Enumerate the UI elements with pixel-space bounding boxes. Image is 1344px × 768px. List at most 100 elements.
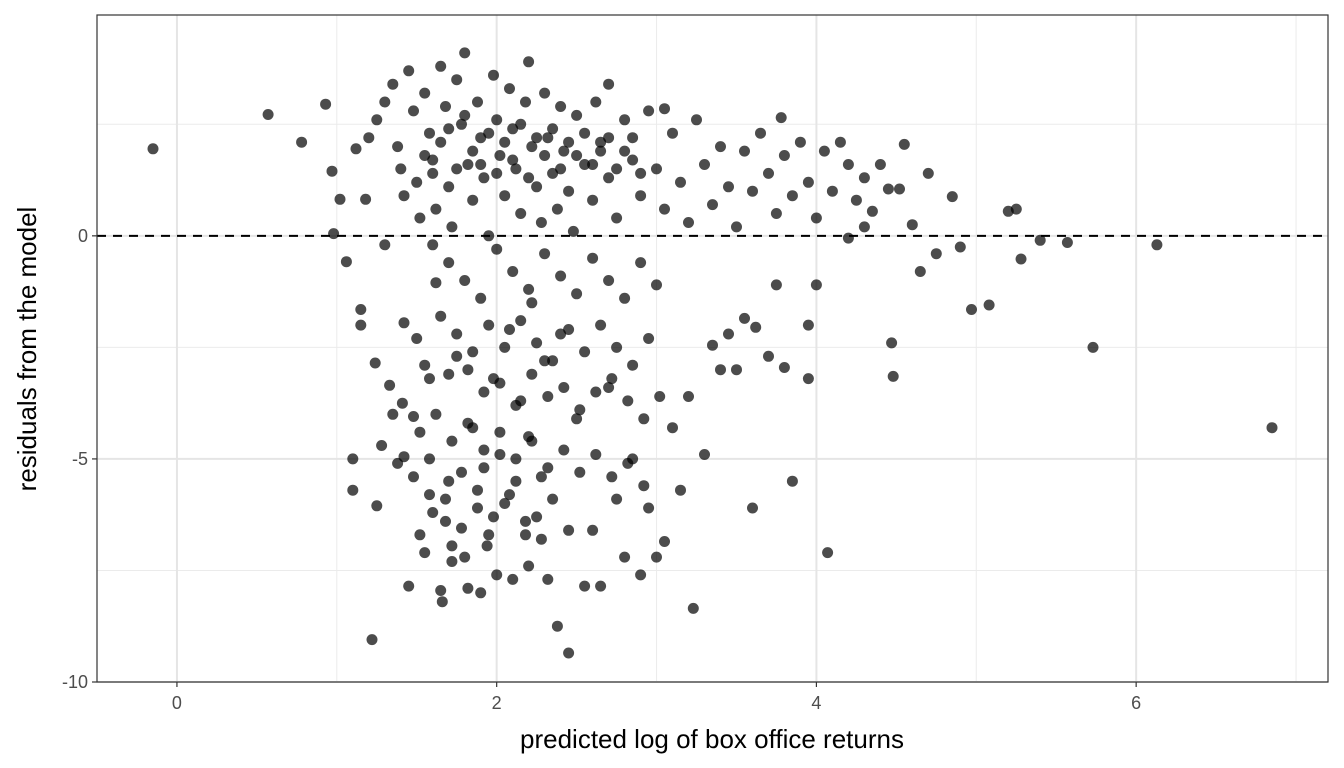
data-point	[520, 515, 531, 527]
data-point	[587, 252, 599, 264]
data-point	[603, 382, 615, 393]
data-point	[408, 411, 419, 422]
data-point	[818, 145, 830, 157]
data-point	[467, 194, 479, 206]
data-point	[296, 136, 308, 148]
data-point	[887, 370, 899, 382]
data-point	[906, 219, 918, 231]
data-point	[520, 96, 531, 108]
data-point	[563, 647, 575, 659]
data-point	[622, 457, 634, 469]
data-point	[510, 163, 522, 175]
data-point	[699, 159, 710, 170]
data-point	[778, 150, 790, 161]
data-point	[539, 150, 551, 161]
data-point	[643, 333, 655, 344]
data-point	[446, 221, 458, 233]
data-point	[436, 596, 448, 608]
data-point	[392, 141, 404, 153]
data-point	[456, 118, 467, 130]
data-point	[395, 163, 407, 175]
data-point	[427, 507, 439, 518]
data-point	[587, 159, 599, 170]
data-point	[775, 112, 787, 124]
data-point	[567, 225, 579, 237]
data-point	[443, 257, 455, 269]
data-point	[478, 462, 490, 474]
data-point	[462, 417, 474, 429]
data-point	[467, 145, 479, 157]
data-point	[627, 132, 639, 144]
data-point	[755, 127, 766, 139]
data-point	[558, 382, 570, 393]
data-point	[440, 493, 451, 505]
data-point	[462, 159, 474, 170]
data-point	[579, 346, 591, 358]
data-point	[763, 167, 774, 179]
data-point	[595, 319, 607, 331]
data-point	[707, 339, 718, 351]
y-tick-label: -5	[72, 449, 88, 469]
data-point	[347, 453, 359, 465]
data-point	[595, 145, 607, 157]
data-point	[403, 65, 415, 77]
data-point	[414, 529, 426, 541]
data-point	[491, 243, 503, 255]
data-point	[387, 408, 399, 420]
data-point	[954, 241, 966, 253]
data-point	[595, 580, 607, 592]
data-point	[1034, 234, 1046, 246]
data-point	[499, 498, 511, 509]
data-point	[691, 114, 702, 126]
data-point	[443, 123, 455, 135]
data-point	[440, 101, 451, 112]
data-point	[414, 426, 426, 438]
data-point	[488, 511, 499, 523]
data-point	[526, 435, 538, 447]
data-point	[523, 172, 535, 184]
data-point	[507, 266, 519, 277]
data-point	[635, 257, 647, 269]
data-point	[555, 101, 567, 112]
data-point	[451, 74, 463, 86]
data-point	[379, 96, 391, 108]
data-point	[723, 181, 734, 193]
data-point	[574, 404, 586, 416]
data-point	[563, 136, 575, 148]
data-point	[326, 165, 338, 177]
data-point	[635, 167, 647, 179]
data-point	[603, 78, 615, 90]
data-point	[571, 288, 583, 300]
data-point	[587, 524, 599, 536]
data-point	[371, 500, 383, 512]
data-point	[1151, 239, 1163, 251]
data-point	[571, 150, 583, 161]
data-point	[443, 181, 455, 193]
data-point	[802, 373, 814, 385]
data-point	[491, 569, 503, 581]
data-point	[715, 141, 726, 153]
data-point	[699, 449, 710, 460]
data-point	[551, 620, 563, 632]
data-point	[446, 435, 458, 447]
data-point	[350, 143, 362, 155]
data-point	[603, 275, 615, 286]
data-point	[651, 551, 662, 563]
data-point	[563, 185, 575, 197]
data-point	[376, 440, 388, 451]
data-point	[563, 524, 575, 536]
data-point	[590, 449, 602, 460]
data-point	[499, 136, 511, 148]
data-point	[731, 221, 742, 233]
data-point	[472, 484, 483, 496]
data-point	[451, 163, 463, 175]
data-point	[747, 502, 758, 514]
data-point	[459, 551, 471, 563]
data-point	[603, 172, 615, 184]
data-point	[456, 522, 467, 534]
data-point	[366, 634, 378, 646]
data-point	[147, 143, 159, 155]
data-point	[459, 275, 471, 286]
